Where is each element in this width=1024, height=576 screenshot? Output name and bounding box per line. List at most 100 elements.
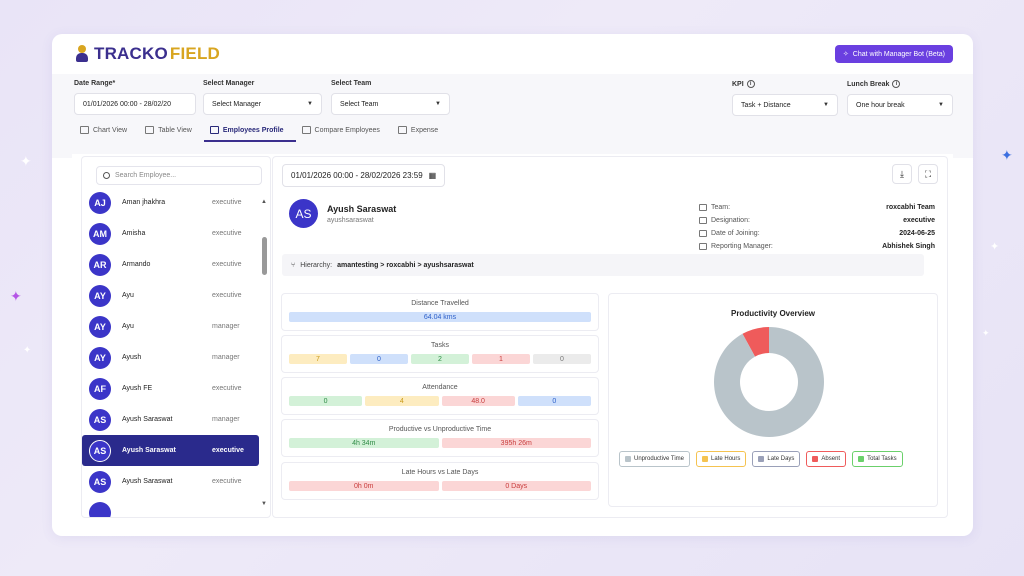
top-bar: TRACKO FIELD ✧ Chat with Manager Bot (Bet…: [52, 34, 973, 74]
employee-name: Aman jhakhra: [122, 199, 166, 206]
tab-chart-view[interactable]: Chart View: [74, 121, 139, 142]
chevron-down-icon: ▼: [823, 102, 829, 108]
late-card: Late Hours vs Late Days 0h 0m 0 Days: [281, 462, 599, 500]
employee-name: Amisha: [122, 230, 146, 237]
sparkle-icon: ✦: [990, 241, 1000, 253]
legend-swatch: [858, 456, 865, 462]
hierarchy-icon: ⑂: [291, 261, 296, 269]
tasks-title: Tasks: [431, 342, 449, 349]
team-value: Select Team: [340, 100, 379, 108]
date-range-label: Date Range*: [74, 80, 116, 87]
attendance-stat: 4: [365, 396, 439, 406]
avatar: AJ: [89, 191, 111, 214]
info-icon[interactable]: i: [746, 80, 755, 88]
legend-label: Absent: [821, 456, 841, 462]
distance-value: 64.04 kms: [289, 312, 591, 322]
employee-item[interactable]: AY Ayu manager: [82, 311, 259, 342]
tab-expense[interactable]: Expense: [392, 121, 450, 142]
legend-item[interactable]: Total Tasks: [852, 451, 903, 467]
legend-item[interactable]: Late Days: [752, 451, 801, 467]
avatar: AS: [89, 408, 111, 431]
employee-item[interactable]: AR Armando executive: [82, 249, 259, 280]
calendar-icon: ▦: [428, 171, 437, 180]
legend-item[interactable]: Late Hours: [696, 451, 747, 467]
employee-item[interactable]: AY Ayush manager: [82, 342, 259, 373]
fullscreen-button[interactable]: ⛶: [918, 164, 938, 184]
lunch-label-text: Lunch Break: [847, 80, 890, 88]
employee-role: executive: [212, 478, 242, 485]
profile-icon: [209, 126, 219, 134]
date-range-value: 01/01/2026 00:00 - 28/02/20: [83, 100, 171, 108]
legend-item[interactable]: Absent: [806, 451, 847, 467]
employee-item[interactable]: AF Ayush FE executive: [82, 373, 259, 404]
lunch-break-select[interactable]: One hour break ▼: [847, 94, 953, 116]
manager-value: Select Manager: [212, 100, 262, 108]
employee-item[interactable]: AY Ayu executive: [82, 280, 259, 311]
team-select[interactable]: Select Team ▼: [331, 93, 450, 115]
legend-swatch: [702, 456, 709, 462]
profile-date-range[interactable]: 01/01/2026 00:00 - 28/02/2026 23:59 ▦: [282, 164, 446, 187]
avatar: AM: [89, 222, 111, 245]
chart-title: Productivity Overview: [730, 309, 816, 318]
tab-table-view[interactable]: Table View: [139, 121, 204, 142]
logo: TRACKO FIELD: [74, 44, 220, 64]
kpi-label: KPI i: [732, 80, 838, 88]
search-input[interactable]: Search Employee...: [96, 166, 262, 185]
avatar: AY: [89, 315, 111, 338]
filters-bar: Date Range* 01/01/2026 00:00 - 28/02/20 …: [52, 74, 973, 158]
logo-text-accent: FIELD: [169, 44, 221, 63]
date-range-input[interactable]: 01/01/2026 00:00 - 28/02/20: [74, 93, 196, 115]
sparkle-icon: ✦: [982, 328, 990, 338]
profile-name: Ayush Saraswat: [327, 204, 397, 214]
legend-label: Total Tasks: [867, 456, 897, 462]
employee-item[interactable]: AS Ayush Saraswat manager: [82, 404, 259, 435]
tab-compare-employees[interactable]: Compare Employees: [296, 121, 392, 142]
donut-slice-absent[interactable]: [742, 327, 769, 357]
productivity-chart-card: Productivity Overview Unproductive Time …: [608, 293, 938, 507]
scroll-down-icon[interactable]: ▼: [261, 501, 267, 507]
tab-label: Chart View: [93, 126, 128, 134]
legend-swatch: [625, 456, 631, 462]
attendance-stat: 0: [289, 396, 363, 406]
scroll-up-icon[interactable]: ▲: [261, 199, 267, 205]
calendar-icon: [699, 230, 707, 237]
employee-item-partial[interactable]: [82, 497, 259, 517]
productive-time-card: Productive vs Unproductive Time 4h 34m 3…: [281, 419, 599, 457]
chevron-down-icon: ▼: [435, 101, 441, 107]
user-icon: [699, 243, 707, 250]
scrollbar[interactable]: ▲ ▼: [261, 199, 268, 507]
avatar: AF: [89, 377, 111, 400]
hierarchy-value: amantesting > roxcabhi > ayushsaraswat: [337, 261, 474, 269]
manager-select[interactable]: Select Manager ▼: [203, 93, 322, 115]
employee-item[interactable]: AJ Aman jhakhra executive: [82, 187, 259, 218]
employee-role: manager: [212, 416, 240, 423]
donut-chart: [714, 327, 824, 437]
employee-role: executive: [212, 447, 244, 454]
employee-name: Ayush Saraswat: [122, 478, 173, 485]
tab-employees-profile[interactable]: Employees Profile: [203, 121, 296, 142]
profile-avatar: AS: [289, 199, 318, 228]
kpi-select[interactable]: Task + Distance ▼: [732, 94, 838, 116]
legend-swatch: [758, 456, 765, 462]
doj-value: 2024-06-25: [899, 230, 935, 237]
legend-item[interactable]: Unproductive Time: [619, 451, 691, 467]
chat-manager-bot-button[interactable]: ✧ Chat with Manager Bot (Beta): [834, 45, 953, 63]
employee-role: manager: [212, 354, 240, 361]
employee-item[interactable]: AM Amisha executive: [82, 218, 259, 249]
view-tabs: Chart View Table View Employees Profile …: [74, 121, 450, 142]
employee-item[interactable]: AS Ayush Saraswat executive: [82, 466, 259, 497]
avatar: AS: [89, 439, 111, 462]
team-meta-label: Team:: [711, 204, 731, 211]
profile-date-range-value: 01/01/2026 00:00 - 28/02/2026 23:59: [291, 171, 423, 180]
employee-item-selected[interactable]: AS Ayush Saraswat executive: [82, 435, 259, 466]
sparkle-icon: ✦: [10, 288, 22, 304]
main-area: Search Employee... AJ Aman jhakhra executi…: [72, 154, 953, 520]
avatar: [89, 501, 111, 517]
info-icon[interactable]: i: [892, 80, 901, 88]
download-button[interactable]: ⤓: [892, 164, 912, 184]
legend-label: Unproductive Time: [634, 456, 685, 462]
chevron-down-icon: ▼: [938, 102, 944, 108]
donut-slice-unproductive-time[interactable]: [714, 327, 824, 437]
task-stat: 7: [289, 354, 347, 364]
scroll-thumb[interactable]: [262, 237, 267, 275]
